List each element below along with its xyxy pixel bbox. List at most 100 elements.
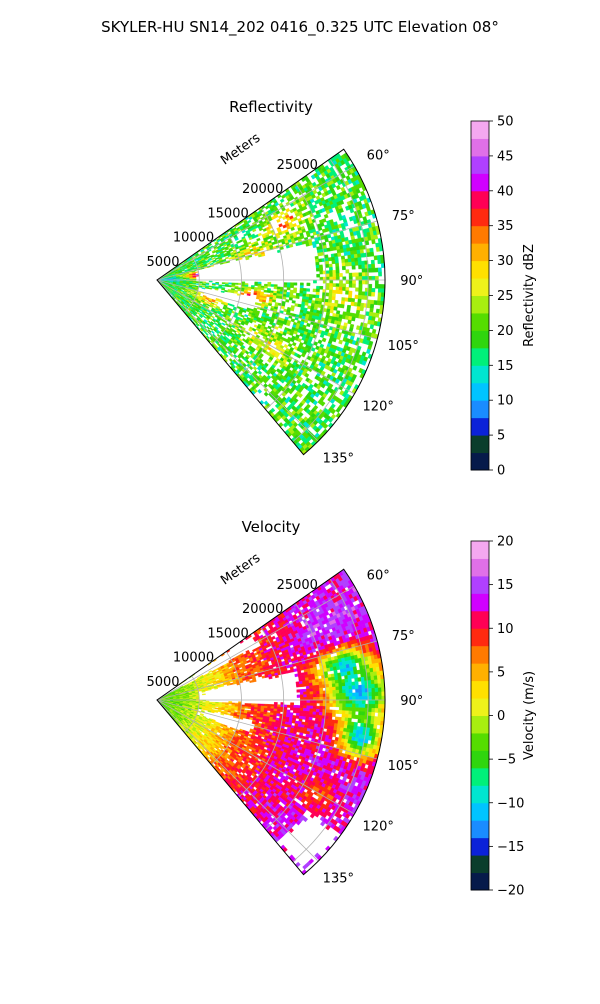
- radar-gate: [312, 680, 316, 683]
- radar-gate: [325, 261, 329, 265]
- radar-gate: [268, 326, 272, 329]
- radar-gate: [221, 291, 224, 293]
- radar-gate: [244, 292, 247, 294]
- radar-gate: [276, 296, 280, 299]
- radar-gate: [358, 295, 362, 299]
- radar-gate: [356, 310, 360, 314]
- radar-gate: [373, 672, 377, 676]
- radar-gate: [216, 283, 219, 284]
- radar-gate: [313, 289, 316, 292]
- radar-gate: [264, 388, 268, 392]
- radar-gate: [329, 287, 332, 290]
- radar-gate: [360, 307, 364, 311]
- radar-gate: [345, 262, 349, 266]
- radar-gate: [316, 289, 320, 292]
- radar-gate: [205, 300, 208, 302]
- radar-gate: [211, 316, 214, 319]
- radar-gate: [320, 271, 323, 274]
- radar-gate: [342, 263, 346, 267]
- radar-gate: [358, 265, 362, 269]
- radar-gate: [349, 273, 352, 277]
- radar-gate: [284, 285, 287, 288]
- radar-gate: [348, 298, 352, 302]
- radar-gate: [295, 674, 299, 677]
- radar-gate: [286, 299, 290, 302]
- radar-gate: [256, 297, 260, 299]
- radar-gate: [361, 261, 365, 265]
- radar-gate: [271, 674, 275, 677]
- radar-gate: [319, 268, 323, 271]
- radar-gate: [330, 280, 333, 283]
- radar-gate: [258, 233, 262, 236]
- radial-tick-label: 5000: [146, 255, 179, 270]
- radar-gate: [300, 288, 303, 291]
- colorbar-tick-label: 45: [497, 149, 514, 164]
- radar-gate: [336, 267, 339, 271]
- radar-gate: [247, 242, 251, 245]
- radar-gate: [320, 334, 324, 338]
- radar-gate: [231, 304, 235, 307]
- radar-gate: [290, 283, 293, 286]
- radar-gate: [287, 285, 290, 288]
- radar-gate: [377, 255, 381, 259]
- colorbar-band: [471, 138, 489, 156]
- colorbar-band: [471, 313, 489, 331]
- radar-gate: [269, 676, 273, 679]
- colorbar-tick-label: 15: [497, 359, 514, 374]
- radar-gate: [316, 265, 320, 268]
- radar-gate: [202, 694, 205, 695]
- radar-gate: [331, 677, 335, 681]
- radar-gate: [244, 314, 248, 317]
- figure-title: SKYLER-HU SN14_202 0416_0.325 UTC Elevat…: [101, 18, 499, 37]
- radar-gate: [318, 340, 322, 344]
- radar-gate: [354, 674, 358, 678]
- radar-gate: [221, 289, 224, 291]
- radar-gate: [316, 286, 319, 289]
- radar-gate: [264, 290, 268, 292]
- radar-gate: [329, 264, 333, 268]
- radar-gate: [267, 290, 271, 292]
- radar-gate: [299, 293, 303, 296]
- radar-gate: [362, 280, 365, 284]
- radar-gate: [354, 254, 358, 258]
- radar-gate: [258, 389, 262, 393]
- radar-gate: [199, 282, 202, 283]
- radar-gate: [348, 675, 352, 679]
- radar-gate: [223, 250, 227, 253]
- radar-gate: [332, 290, 336, 294]
- radar-gate: [253, 366, 257, 370]
- radar-gate: [339, 284, 342, 288]
- radar-gate: [312, 295, 316, 298]
- radar-gate: [366, 349, 370, 354]
- radar-gate: [365, 241, 369, 246]
- colorbar-band: [471, 208, 489, 226]
- radar-gate: [225, 285, 228, 287]
- radar-gate: [224, 290, 228, 292]
- radar-gate: [316, 292, 320, 295]
- radar-gate: [341, 256, 345, 260]
- radar-gate: [325, 258, 329, 262]
- radar-gate: [287, 283, 290, 286]
- radar-gate: [358, 299, 362, 303]
- radar-gate: [280, 211, 284, 215]
- radar-gate: [316, 268, 319, 271]
- radar-gate: [336, 287, 339, 291]
- azimuth-tick-label: 90°: [400, 274, 423, 289]
- radar-gate: [267, 295, 271, 298]
- radar-gate: [329, 296, 333, 300]
- radar-gate: [329, 270, 332, 273]
- radar-gate: [352, 280, 355, 284]
- radar-gate: [286, 295, 290, 298]
- radar-gate: [290, 308, 294, 311]
- radar-gate: [335, 677, 339, 681]
- radar-gate: [339, 340, 343, 344]
- radar-gate: [334, 307, 338, 311]
- reflectivity-panel: Reflectivity500010000150002000025000Mete…: [146, 98, 537, 479]
- radar-gate: [326, 293, 330, 297]
- radar-gate: [272, 300, 276, 303]
- radar-gate: [324, 214, 328, 218]
- radar-gate: [350, 208, 354, 213]
- radar-gate: [367, 300, 371, 304]
- radar-gate: [247, 294, 251, 296]
- radar-gate: [202, 284, 205, 285]
